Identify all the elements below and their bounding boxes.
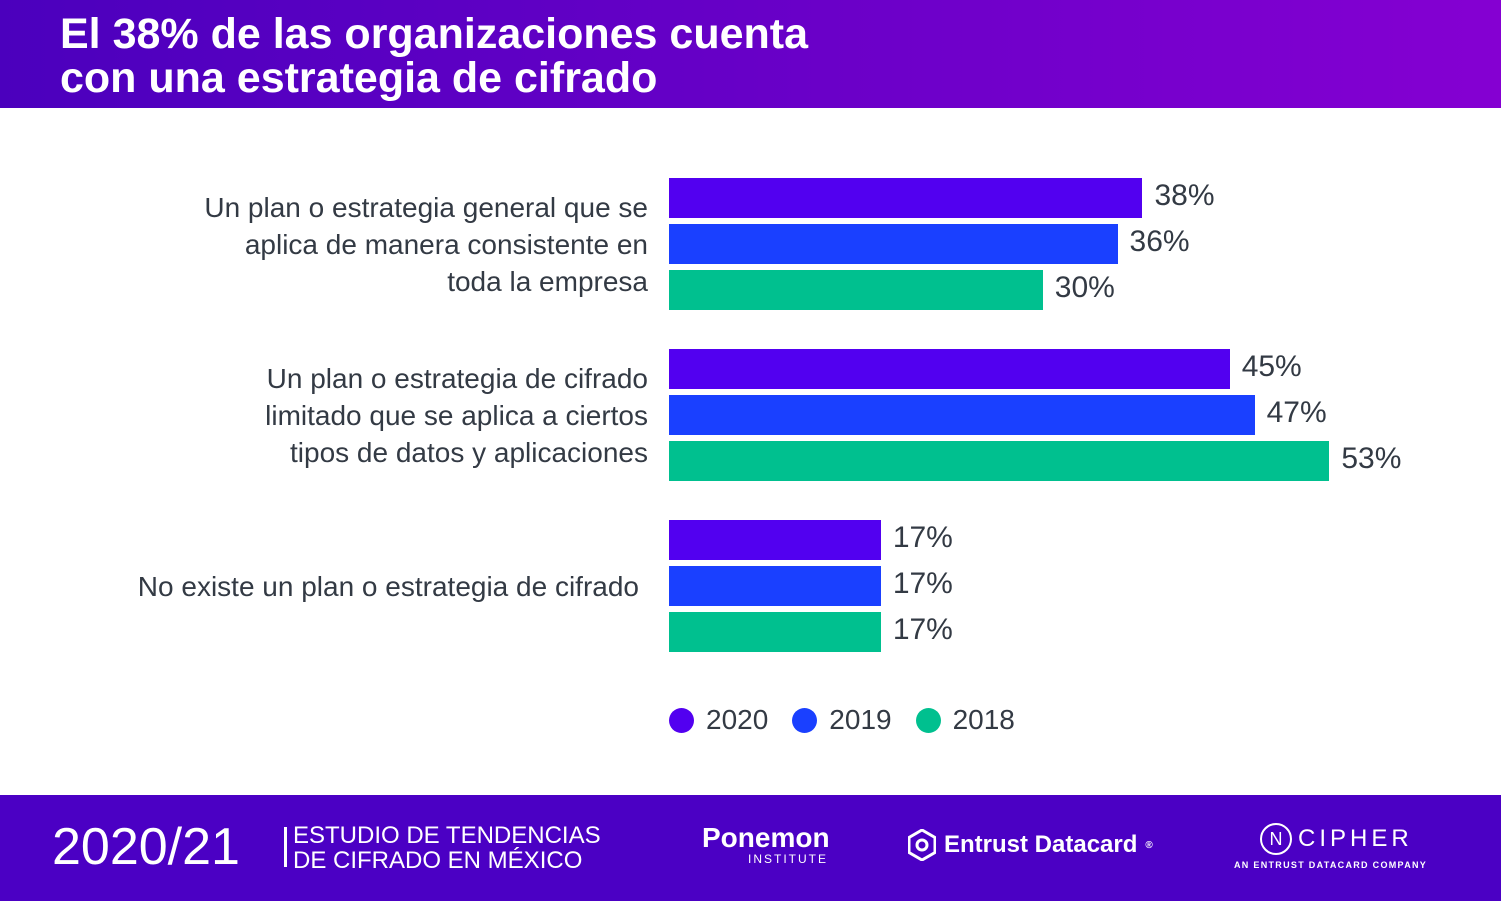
category-label-line: limitado que se aplica a ciertos bbox=[265, 399, 648, 431]
study-title: ESTUDIO DE TENDENCIAS DE CIFRADO EN MÉXI… bbox=[293, 823, 601, 873]
category-label: No existe un plan o estrategia de cifrad… bbox=[138, 568, 639, 605]
legend-label: 2018 bbox=[952, 704, 1015, 735]
legend-swatch-icon bbox=[669, 707, 694, 733]
data-label: 30% bbox=[1054, 271, 1115, 304]
bar-2019 bbox=[669, 224, 1118, 264]
category-label: Un plan o estrategia de cifrado limitado … bbox=[265, 360, 648, 471]
entrust-text: Entrust Datacard bbox=[944, 831, 1138, 858]
ponemon-logo-sub: INSTITUTE bbox=[748, 852, 828, 866]
registered-mark: ® bbox=[1145, 839, 1153, 851]
category-label-line: tipos de datos y aplicaciones bbox=[290, 436, 648, 468]
data-label: 45% bbox=[1241, 350, 1302, 383]
study-line: ESTUDIO DE TENDENCIAS bbox=[293, 822, 601, 849]
footer-year: 2020/21 bbox=[52, 818, 240, 876]
legend-swatch-icon bbox=[792, 707, 818, 733]
title-line: El 38% de las organizaciones cuenta bbox=[60, 10, 809, 58]
data-label: 38% bbox=[1154, 179, 1215, 212]
page-title: El 38% de las organizaciones cuenta con … bbox=[60, 12, 808, 100]
data-label: 36% bbox=[1129, 225, 1190, 258]
data-label: 17% bbox=[892, 613, 953, 646]
data-label: 47% bbox=[1266, 396, 1327, 429]
bar-2020 bbox=[669, 520, 881, 560]
legend: 2020 2019 2018 bbox=[669, 704, 1015, 736]
ncipher-tagline: AN ENTRUST DATACARD COMPANY bbox=[1234, 860, 1428, 870]
footer: 2020/21 ESTUDIO DE TENDENCIAS DE CIFRADO… bbox=[0, 795, 1501, 901]
category-label-line: toda la empresa bbox=[447, 265, 648, 297]
legend-swatch-icon bbox=[915, 707, 941, 733]
category-label-line: Un plan o estrategia general que se bbox=[204, 191, 648, 223]
legend-item: 2018 bbox=[915, 704, 1015, 736]
divider bbox=[284, 827, 287, 867]
title-line: con una estrategia de cifrado bbox=[60, 54, 658, 102]
entrust-logo: Entrust Datacard ® bbox=[908, 829, 1153, 861]
legend-item: 2020 bbox=[669, 704, 768, 736]
bar-2020 bbox=[669, 178, 1143, 218]
header-banner: El 38% de las organizaciones cuenta con … bbox=[0, 0, 1501, 108]
ncipher-text: CIPHER bbox=[1298, 825, 1413, 852]
legend-label: 2020 bbox=[706, 704, 769, 735]
bar-2018 bbox=[669, 441, 1330, 481]
legend-label: 2019 bbox=[829, 704, 892, 735]
bar-2018 bbox=[669, 270, 1043, 310]
hexagon-icon bbox=[908, 829, 936, 861]
ncipher-logo: N CIPHER bbox=[1260, 823, 1413, 855]
legend-item: 2019 bbox=[792, 704, 892, 736]
category-label-line: No existe un plan o estrategia de cifrad… bbox=[137, 570, 639, 602]
category-label-line: Un plan o estrategia de cifrado bbox=[266, 362, 648, 394]
category-label: Un plan o estrategia general que se aplic… bbox=[204, 189, 648, 300]
bar-2018 bbox=[669, 612, 881, 652]
bar-2019 bbox=[669, 566, 881, 606]
data-label: 53% bbox=[1341, 442, 1402, 475]
category-label-line: aplica de manera consistente en bbox=[244, 228, 648, 260]
data-label: 17% bbox=[892, 521, 953, 554]
data-label: 17% bbox=[892, 567, 953, 600]
bar-2020 bbox=[669, 349, 1230, 389]
bar-2019 bbox=[669, 395, 1255, 435]
n-circle-icon: N bbox=[1260, 823, 1292, 855]
ponemon-logo: Ponemon bbox=[702, 822, 830, 853]
study-line: DE CIFRADO EN MÉXICO bbox=[293, 847, 583, 874]
